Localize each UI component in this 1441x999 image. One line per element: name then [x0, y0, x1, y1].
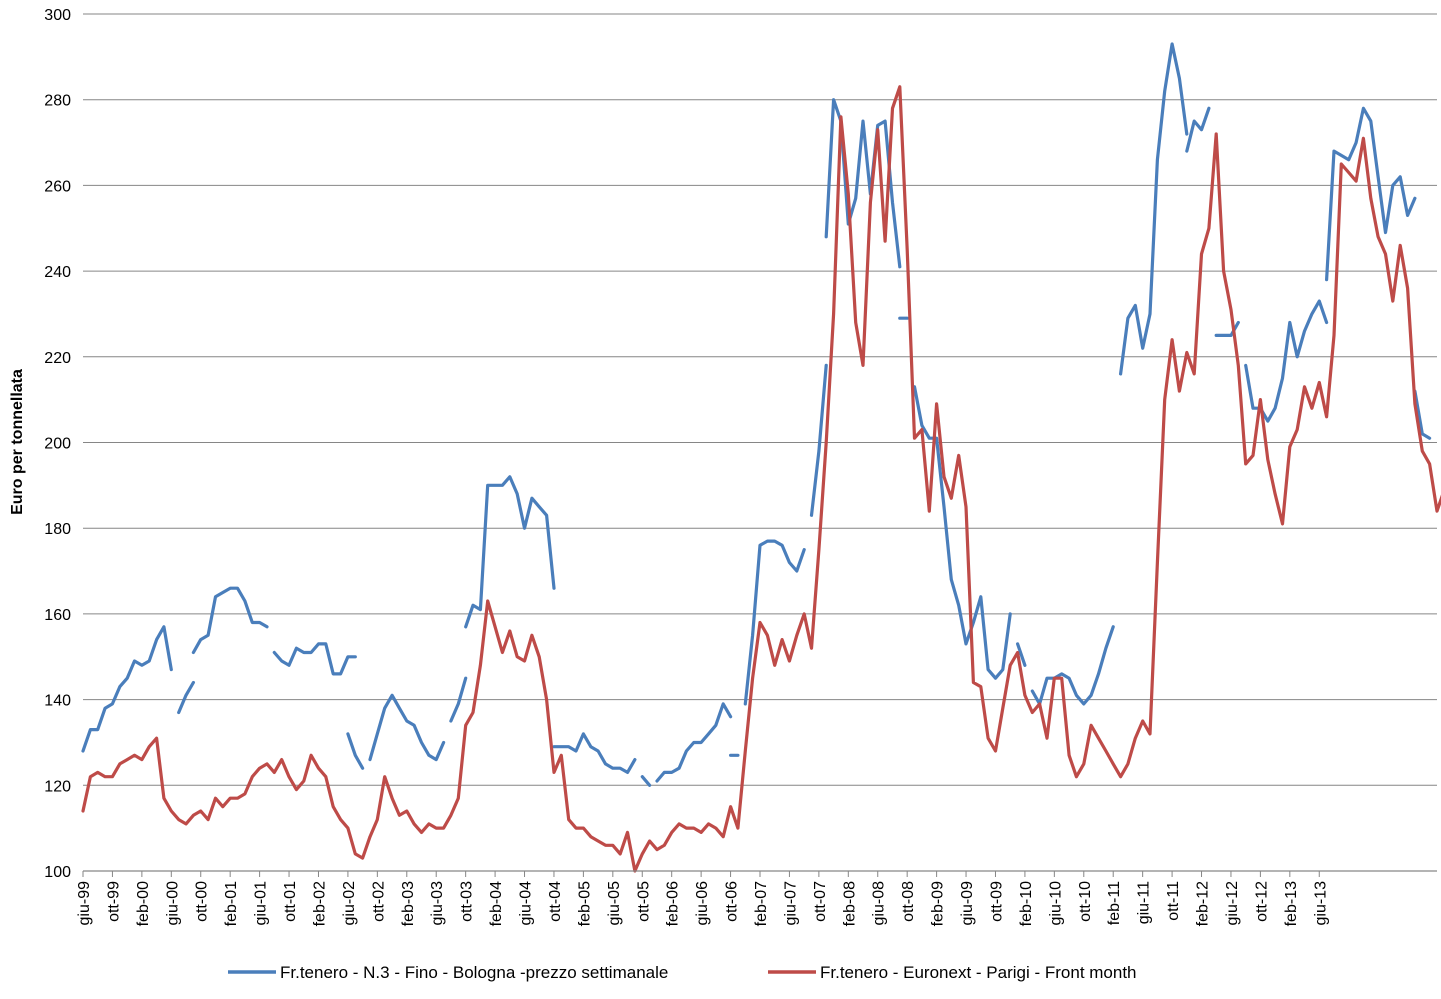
- x-tick-label: ott-01: [282, 881, 299, 922]
- x-tick-label: ott-09: [988, 881, 1005, 922]
- series-1-line: [552, 732, 637, 774]
- series-1-line: [81, 625, 173, 753]
- y-tick-label: 280: [44, 93, 71, 110]
- y-tick-label: 300: [44, 7, 71, 24]
- gridlines: [83, 13, 1437, 786]
- x-axis: giu-99 ott-99 feb-00 giu-00 ott-00 feb-01 giu-…: [76, 870, 1437, 926]
- series-1-line: [824, 98, 902, 269]
- x-tick-label: giu-07: [782, 881, 799, 926]
- series-1-line: [1325, 106, 1417, 282]
- series-1-line: [449, 676, 468, 723]
- series-1-line: [346, 732, 365, 770]
- x-tick-label: feb-00: [135, 881, 152, 926]
- x-tick-label: giu-05: [606, 881, 623, 926]
- legend-label: Fr.tenero - Euronext - Parigi - Front mo…: [820, 963, 1137, 982]
- y-tick-label: 160: [44, 607, 71, 624]
- x-tick-label: feb-02: [311, 881, 328, 926]
- x-tick-label: ott-05: [635, 881, 652, 922]
- x-tick-label: ott-11: [1165, 881, 1182, 921]
- legend-label: Fr.tenero - N.3 - Fino - Bologna -prezzo…: [280, 963, 668, 982]
- series-1-line: [272, 642, 357, 676]
- series-1-line: [368, 693, 446, 762]
- series-1-line: [464, 475, 556, 629]
- y-tick-label: 200: [44, 436, 71, 453]
- y-tick-label: 220: [44, 350, 71, 367]
- x-tick-label: giu-11: [1136, 881, 1153, 924]
- x-tick-label: feb-04: [488, 881, 505, 926]
- series-1-line: [809, 363, 828, 517]
- x-tick-label: ott-12: [1253, 881, 1270, 922]
- x-tick-label: feb-06: [665, 881, 682, 926]
- x-tick-label: giu-03: [429, 881, 446, 926]
- x-tick-label: ott-00: [194, 881, 211, 922]
- y-tick-label: 120: [44, 778, 71, 795]
- y-tick-label: 100: [44, 864, 71, 881]
- y-tick-label: 260: [44, 178, 71, 195]
- x-tick-label: feb-10: [1018, 881, 1035, 926]
- x-tick-label: ott-08: [900, 881, 917, 922]
- x-tick-label: feb-07: [753, 881, 770, 926]
- x-tick-label: giu-13: [1312, 881, 1329, 926]
- x-tick-label: giu-09: [959, 881, 976, 926]
- x-tick-label: feb-03: [400, 881, 417, 926]
- y-tick-label: 240: [44, 264, 71, 281]
- x-tick-label: giu-12: [1224, 881, 1241, 926]
- series-1-line: [912, 385, 1012, 680]
- x-tick-label: feb-05: [576, 881, 593, 926]
- y-tick-label: 180: [44, 521, 71, 538]
- y-tick-label: 140: [44, 693, 71, 710]
- x-tick-label: ott-03: [459, 881, 476, 922]
- series-1-line: [743, 539, 806, 706]
- legend: Fr.tenero - N.3 - Fino - Bologna -prezzo…: [228, 963, 1137, 982]
- x-tick-label: giu-01: [253, 881, 270, 926]
- x-tick-label: feb-11: [1106, 881, 1123, 925]
- x-tick-label: ott-99: [105, 881, 122, 922]
- x-tick-label: giu-10: [1047, 881, 1064, 926]
- x-tick-label: giu-02: [341, 881, 358, 926]
- series-1-line: [1030, 625, 1115, 706]
- y-axis: 100 120 140 160 180 200 220 240 260 280 300: [44, 7, 71, 881]
- x-tick-label: ott-02: [370, 881, 387, 922]
- series-1-line: [177, 680, 195, 715]
- x-tick-label: feb-08: [841, 881, 858, 926]
- series-1-line: [1413, 389, 1432, 440]
- x-tick-label: feb-01: [223, 881, 240, 926]
- x-tick-label: ott-10: [1077, 881, 1094, 922]
- series-1-line: [1185, 106, 1211, 153]
- series-1-line: [655, 702, 733, 783]
- x-tick-label: ott-07: [812, 881, 829, 922]
- x-tick-label: feb-09: [930, 881, 947, 926]
- x-tick-label: feb-12: [1195, 881, 1212, 926]
- x-tick-label: giu-00: [164, 881, 181, 926]
- series-1-line: [1016, 642, 1027, 667]
- x-tick-label: ott-06: [724, 881, 741, 922]
- series-2-line: [81, 85, 1441, 873]
- x-tick-label: giu-06: [694, 881, 711, 926]
- series-1-line: [640, 775, 652, 787]
- series-1-line: [191, 586, 269, 655]
- x-tick-label: giu-04: [518, 881, 535, 926]
- x-tick-label: feb-13: [1283, 881, 1300, 926]
- y-axis-label: Euro per tonnellata: [9, 369, 26, 515]
- series-lines: [81, 42, 1441, 873]
- x-tick-label: giu-99: [76, 881, 93, 926]
- x-tick-label: ott-04: [547, 881, 564, 922]
- x-tick-label: giu-08: [871, 881, 888, 926]
- series-1-line: [1119, 42, 1189, 376]
